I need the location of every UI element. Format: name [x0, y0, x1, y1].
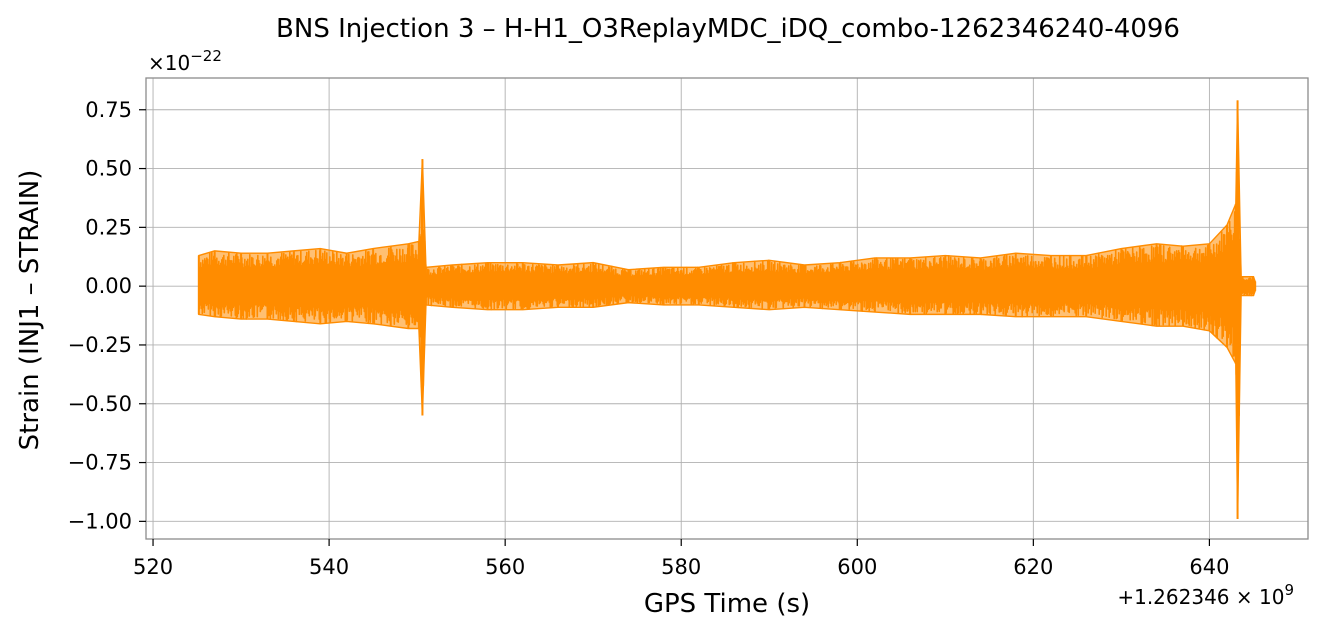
y-tick-label: 0.00	[85, 274, 132, 298]
x-offset-factor: +1.262346 × 109	[1117, 581, 1294, 609]
series-layer	[197, 100, 1257, 520]
x-tick-label: 520	[133, 555, 173, 579]
x-tick-label: 560	[485, 555, 525, 579]
y-tick-label: 0.25	[85, 215, 132, 239]
x-tick-label: 640	[1189, 555, 1229, 579]
y-tick-label: −0.25	[68, 333, 132, 357]
y-tick-label: −0.75	[68, 451, 132, 475]
x-tick-label: 620	[1013, 555, 1053, 579]
y-tick-label: −0.50	[68, 392, 132, 416]
y-axis-label: Strain (INJ1 – STRAIN)	[15, 170, 45, 451]
x-axis-ticks: 520 540 560 580 600 620 640	[133, 539, 1229, 579]
y-tick-label: 0.75	[85, 98, 132, 122]
x-axis-label: GPS Time (s)	[644, 589, 810, 619]
svg-text:×10−22: ×10−22	[148, 47, 222, 75]
y-tick-label: 0.50	[85, 157, 132, 181]
y-axis-ticks: 0.75 0.50 0.25 0.00 −0.25 −0.50 −0.75 −1.00	[68, 98, 146, 533]
svg-text:+1.262346 × 109: +1.262346 × 109	[1117, 581, 1294, 609]
y-scale-factor: ×10−22	[148, 47, 222, 75]
x-tick-label: 580	[661, 555, 701, 579]
chart-title: BNS Injection 3 – H-H1_O3ReplayMDC_iDQ_c…	[276, 14, 1180, 44]
y-tick-label: −1.00	[68, 509, 132, 533]
x-tick-label: 540	[309, 555, 349, 579]
x-offset-exponent: 9	[1284, 581, 1294, 599]
axes-frame	[145, 77, 1309, 540]
y-scale-base: ×10	[148, 51, 190, 75]
x-offset-base: +1.262346 × 10	[1117, 585, 1284, 609]
y-scale-exponent: −22	[190, 47, 222, 65]
x-tick-label: 600	[837, 555, 877, 579]
